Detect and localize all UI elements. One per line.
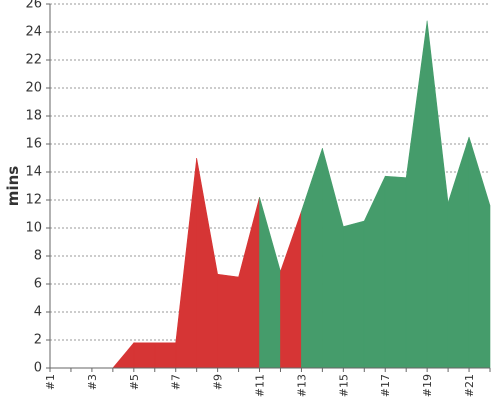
x-tick-label: #17 — [379, 374, 392, 397]
x-tick-label: #19 — [421, 374, 434, 397]
x-tick-label: #1 — [44, 374, 57, 390]
y-tick-label: 22 — [25, 53, 42, 68]
area-segment — [384, 175, 407, 369]
area-series — [50, 20, 491, 369]
area-segment — [363, 176, 386, 369]
area-segment — [238, 197, 260, 369]
area-segment — [196, 157, 218, 369]
x-tick-label: #11 — [254, 374, 267, 397]
area-segment — [112, 341, 135, 369]
area-segment — [154, 342, 177, 369]
area-segment — [322, 148, 344, 369]
area-segment — [175, 157, 197, 369]
y-tick-label: 4 — [34, 305, 42, 320]
x-tick-label: #9 — [212, 374, 225, 390]
x-tick-label: #3 — [86, 374, 99, 390]
y-tick-label: 2 — [34, 333, 42, 348]
x-tick-label: #21 — [463, 374, 476, 397]
area-segment — [259, 197, 281, 369]
y-tick-label: 10 — [25, 221, 42, 236]
y-tick-label: 6 — [34, 277, 42, 292]
y-tick-label: 12 — [25, 193, 42, 208]
area-segment — [217, 273, 239, 369]
y-tick-label: 8 — [34, 249, 42, 264]
area-segment — [301, 148, 323, 369]
y-tick-label: 20 — [25, 81, 42, 96]
y-tick-label: 14 — [25, 165, 42, 180]
y-tick-label: 26 — [25, 0, 42, 12]
area-segment — [133, 342, 156, 369]
area-segment — [405, 20, 428, 369]
y-axis-title: mins — [4, 166, 22, 206]
x-tick-labels: #1 #3 #5 #7 #9 #11 #13 #15 #17 #19 #21 — [44, 374, 476, 397]
x-tick-label: #5 — [128, 374, 141, 390]
area-segment — [426, 20, 449, 369]
x-tick-label: #13 — [295, 374, 308, 397]
y-tick-label: 24 — [25, 25, 42, 40]
y-tick-label: 18 — [25, 109, 42, 124]
y-tick-label: 16 — [25, 137, 42, 152]
axes — [46, 3, 491, 372]
area-segment — [343, 220, 365, 369]
x-tick-label: #7 — [170, 374, 183, 390]
y-tick-label: 0 — [34, 361, 42, 376]
x-tick-label: #15 — [337, 374, 350, 397]
area-segment — [280, 211, 302, 369]
